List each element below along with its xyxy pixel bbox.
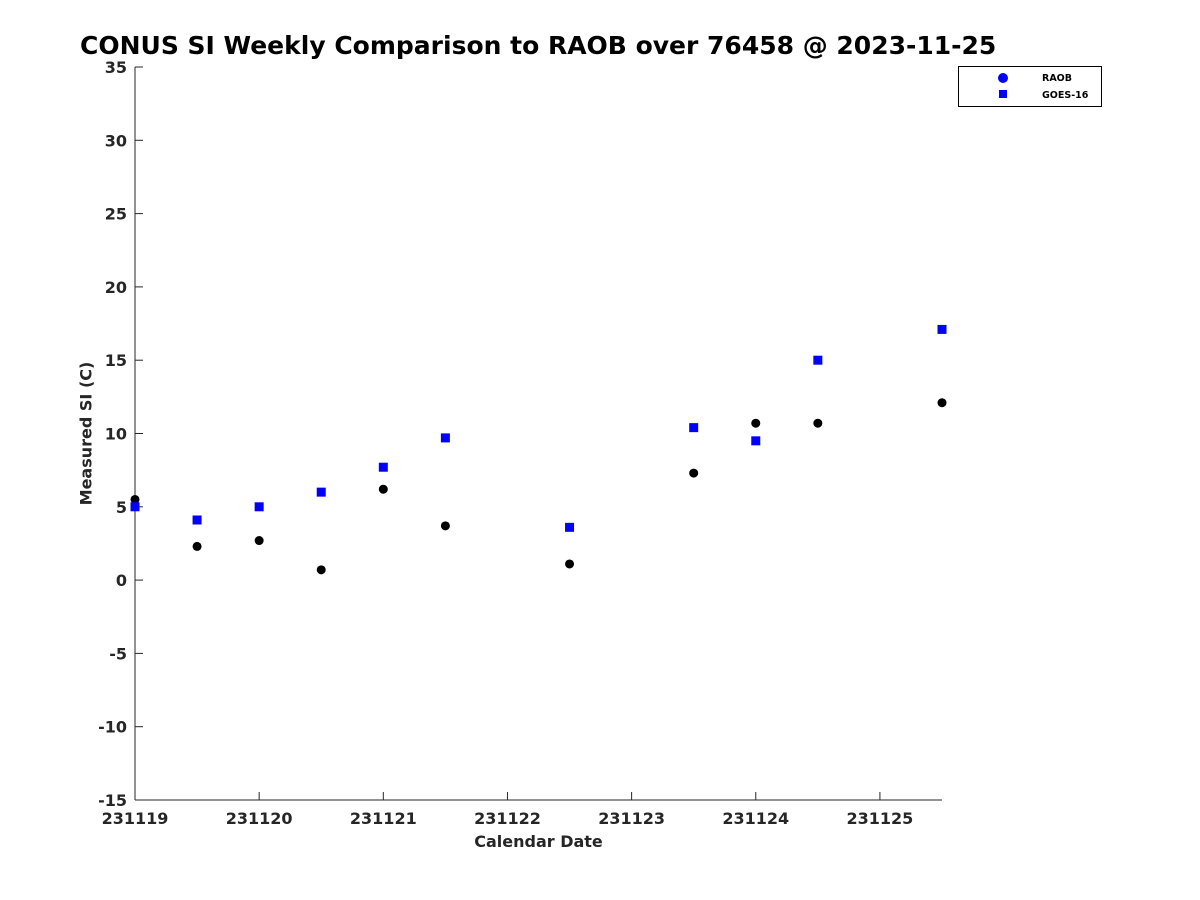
y-tick-label: 20 xyxy=(105,278,127,297)
data-point xyxy=(937,398,947,408)
x-tick-label: 231119 xyxy=(102,809,169,828)
x-tick-label: 231124 xyxy=(722,809,789,828)
data-point xyxy=(751,436,761,446)
data-point xyxy=(378,462,388,472)
data-point xyxy=(689,468,699,478)
data-point xyxy=(440,521,450,531)
legend-marker-goes-16 xyxy=(999,90,1007,98)
x-tick-label: 231120 xyxy=(226,809,293,828)
x-axis-label: Calendar Date xyxy=(474,832,603,851)
legend-label-goes-16: GOES-16 xyxy=(1042,90,1089,101)
data-point xyxy=(192,541,202,551)
y-tick-label: -10 xyxy=(98,718,127,737)
data-point xyxy=(813,355,823,365)
data-point xyxy=(192,515,202,525)
data-point xyxy=(689,423,699,433)
legend-label-raob: RAOB xyxy=(1042,73,1072,84)
axes xyxy=(134,67,942,801)
x-axis-ticks: 231119 231120 231121 231122 231123 231124 2311… xyxy=(102,792,914,828)
y-tick-label: -5 xyxy=(109,644,127,663)
y-axis-label: Measured SI (C) xyxy=(77,362,96,506)
data-point xyxy=(813,418,823,428)
y-tick-label: 5 xyxy=(116,498,127,517)
y-tick-label: 35 xyxy=(105,58,127,77)
data-point xyxy=(130,502,140,512)
x-tick-label: 231122 xyxy=(474,809,541,828)
x-tick-label: 231125 xyxy=(847,809,914,828)
data-point xyxy=(316,565,326,575)
data-point xyxy=(254,502,264,512)
legend-marker-raob xyxy=(998,73,1008,83)
chart-title: CONUS SI Weekly Comparison to RAOB over … xyxy=(80,31,996,60)
y-tick-label: -15 xyxy=(98,791,127,810)
data-points xyxy=(130,324,947,575)
data-point xyxy=(254,536,264,546)
y-tick-label: 25 xyxy=(105,205,127,224)
data-point xyxy=(440,433,450,443)
y-tick-label: 30 xyxy=(105,131,127,150)
y-tick-label: 15 xyxy=(105,351,127,370)
data-point xyxy=(378,484,388,494)
data-point xyxy=(565,559,575,569)
series-goes-16 xyxy=(130,324,947,532)
data-point xyxy=(751,418,761,428)
data-point xyxy=(130,494,140,504)
data-point xyxy=(937,324,947,334)
legend: RAOB GOES-16 xyxy=(958,66,1102,107)
data-point xyxy=(565,522,575,532)
y-tick-label: 0 xyxy=(116,571,127,590)
series-raob xyxy=(130,398,947,575)
data-point xyxy=(316,487,326,497)
y-axis-ticks: -15 -10 -5 0 5 10 15 20 25 30 35 xyxy=(98,58,143,810)
legend-box xyxy=(958,66,1102,107)
x-tick-label: 231123 xyxy=(598,809,665,828)
y-tick-label: 10 xyxy=(105,425,127,444)
x-tick-label: 231121 xyxy=(350,809,417,828)
